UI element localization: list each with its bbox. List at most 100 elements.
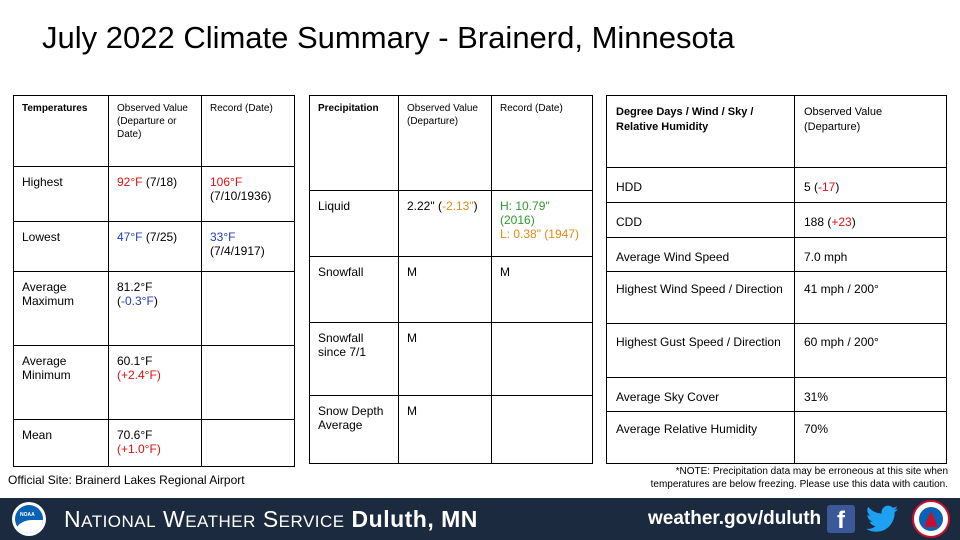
footer-banner: NOAA NATIONAL WEATHER SERVICE Duluth, MN… bbox=[0, 498, 960, 540]
table-row: Average Relative Humidity 70% bbox=[606, 411, 947, 464]
header-cell: Degree Days / Wind / Sky / Relative Humi… bbox=[606, 95, 795, 168]
observed-value-cell: M bbox=[398, 256, 492, 323]
departure-value: (+1.0°F) bbox=[117, 442, 161, 456]
row-label: Lowest bbox=[13, 221, 109, 272]
note-line: *NOTE: Precipitation data may be erroneo… bbox=[675, 466, 948, 477]
nws-office-title: NATIONAL WEATHER SERVICE Duluth, MN bbox=[64, 506, 478, 533]
observed-value-cell: 2.22" (-2.13") bbox=[398, 190, 492, 257]
observed-value-cell: M bbox=[398, 322, 492, 396]
observed-value-cell: 41 mph / 200° bbox=[794, 271, 947, 324]
observed-value-cell: M bbox=[398, 395, 492, 464]
temperatures-table: Temperatures Observed Value (Departure o… bbox=[13, 95, 295, 467]
nws-word: ERVICE bbox=[278, 512, 345, 531]
precipitation-note: *NOTE: Precipitation data may be erroneo… bbox=[651, 465, 948, 491]
observed-value: 5 ( bbox=[804, 180, 819, 194]
nws-word: EATHER bbox=[185, 512, 256, 531]
record-cell bbox=[491, 395, 593, 464]
table-row: Snowfall since 7/1 M bbox=[309, 322, 593, 396]
table-row: Average Minimum 60.1°F (+2.4°F) bbox=[13, 345, 295, 420]
degree-days-table: Degree Days / Wind / Sky / Relative Humi… bbox=[606, 95, 947, 464]
header-cell: Record (Date) bbox=[491, 95, 593, 191]
record-low: L: 0.38" (1947) bbox=[500, 227, 579, 241]
observed-value: 2.22" ( bbox=[407, 199, 442, 213]
row-label: Average Relative Humidity bbox=[606, 411, 795, 464]
observed-value: 47°F bbox=[117, 230, 143, 244]
header-cell: Observed Value (Departure) bbox=[794, 95, 947, 168]
record-date: (7/10/1936) bbox=[210, 189, 272, 203]
row-label: HDD bbox=[606, 167, 795, 203]
departure-value: -0.3°F bbox=[121, 294, 154, 308]
observed-value: 92°F bbox=[117, 175, 143, 189]
observed-value-cell: 31% bbox=[794, 377, 947, 412]
row-label: Liquid bbox=[309, 190, 399, 257]
table-row: Average Sky Cover 31% bbox=[606, 377, 947, 412]
header-cell: Temperatures bbox=[13, 95, 109, 167]
record-cell bbox=[491, 322, 593, 396]
observed-value-cell: 7.0 mph bbox=[794, 237, 947, 272]
observed-value-cell: 5 (-17) bbox=[794, 167, 947, 203]
record-date: (7/4/1917) bbox=[210, 244, 265, 258]
row-label: CDD bbox=[606, 202, 795, 238]
record-value: 106°F bbox=[210, 175, 243, 189]
table-row: Lowest 47°F (7/25) 33°F (7/4/1917) bbox=[13, 221, 295, 272]
official-site-label: Official Site: Brainerd Lakes Regional A… bbox=[8, 473, 245, 487]
departure-value: (+2.4°F) bbox=[117, 368, 161, 382]
observed-date: (7/25) bbox=[142, 230, 178, 244]
row-label: Snowfall bbox=[309, 256, 399, 323]
header-cell: Precipitation bbox=[309, 95, 399, 191]
paren-close: ) bbox=[851, 215, 856, 229]
observed-value-cell: 60.1°F (+2.4°F) bbox=[108, 345, 202, 420]
record-cell: 106°F (7/10/1936) bbox=[201, 166, 295, 222]
observed-value-cell: 92°F (7/18) bbox=[108, 166, 202, 222]
table-row: Average Wind Speed 7.0 mph bbox=[606, 237, 947, 272]
table-row: Average Maximum 81.2°F (-0.3°F) bbox=[13, 271, 295, 346]
facebook-icon[interactable]: f bbox=[827, 505, 855, 534]
table-row: Snowfall M M bbox=[309, 256, 593, 323]
departure-value: +23 bbox=[831, 215, 852, 229]
table-header-row: Degree Days / Wind / Sky / Relative Humi… bbox=[606, 95, 947, 168]
nws-letter: S bbox=[262, 506, 279, 532]
table-row: Snow Depth Average M bbox=[309, 395, 593, 464]
row-label: Average Wind Speed bbox=[606, 237, 795, 272]
header-cell: Observed Value (Departure or Date) bbox=[108, 95, 202, 167]
table-header-row: Temperatures Observed Value (Departure o… bbox=[13, 95, 295, 167]
row-label: Highest Wind Speed / Direction bbox=[606, 271, 795, 324]
table-row: Highest 92°F (7/18) 106°F (7/10/1936) bbox=[13, 166, 295, 222]
precipitation-table: Precipitation Observed Value (Departure)… bbox=[309, 95, 593, 464]
row-label: Snowfall since 7/1 bbox=[309, 322, 399, 396]
table-header-row: Precipitation Observed Value (Departure)… bbox=[309, 95, 593, 191]
table-row: CDD 188 (+23) bbox=[606, 202, 947, 238]
observed-value: 70.6°F bbox=[117, 428, 153, 442]
record-cell bbox=[201, 419, 295, 467]
table-row: Highest Wind Speed / Direction 41 mph / … bbox=[606, 271, 947, 324]
nws-letter: W bbox=[163, 506, 186, 532]
row-label: Average Sky Cover bbox=[606, 377, 795, 412]
table-row: Liquid 2.22" (-2.13") H: 10.79" (2016) L:… bbox=[309, 190, 593, 257]
twitter-icon[interactable] bbox=[866, 505, 898, 533]
row-label: Highest Gust Speed / Direction bbox=[606, 323, 795, 378]
record-cell bbox=[201, 345, 295, 420]
nws-office-name: Duluth, MN bbox=[351, 506, 478, 532]
record-cell: M bbox=[491, 256, 593, 323]
nws-logo-icon[interactable] bbox=[912, 500, 950, 538]
row-label: Average Minimum bbox=[13, 345, 109, 420]
header-cell: Record (Date) bbox=[201, 95, 295, 167]
observed-date: (7/18) bbox=[142, 175, 178, 189]
record-cell: 33°F (7/4/1917) bbox=[201, 221, 295, 272]
record-cell: H: 10.79" (2016) L: 0.38" (1947) bbox=[491, 190, 593, 257]
nws-letter: N bbox=[64, 506, 82, 532]
noaa-logo-inner: NOAA bbox=[15, 505, 43, 533]
website-link[interactable]: weather.gov/duluth bbox=[648, 508, 822, 529]
row-label: Highest bbox=[13, 166, 109, 222]
noaa-wave bbox=[15, 520, 43, 533]
noaa-logo-text: NOAA bbox=[20, 512, 35, 518]
noaa-logo-icon[interactable]: NOAA bbox=[12, 502, 46, 536]
table-row: Mean 70.6°F (+1.0°F) bbox=[13, 419, 295, 467]
observed-value-cell: 188 (+23) bbox=[794, 202, 947, 238]
row-label: Snow Depth Average bbox=[309, 395, 399, 464]
record-value: 33°F bbox=[210, 230, 236, 244]
page-title: July 2022 Climate Summary - Brainerd, Mi… bbox=[42, 20, 735, 55]
observed-value: 81.2°F ( bbox=[117, 280, 153, 308]
observed-value-cell: 70% bbox=[794, 411, 947, 464]
row-label: Average Maximum bbox=[13, 271, 109, 346]
